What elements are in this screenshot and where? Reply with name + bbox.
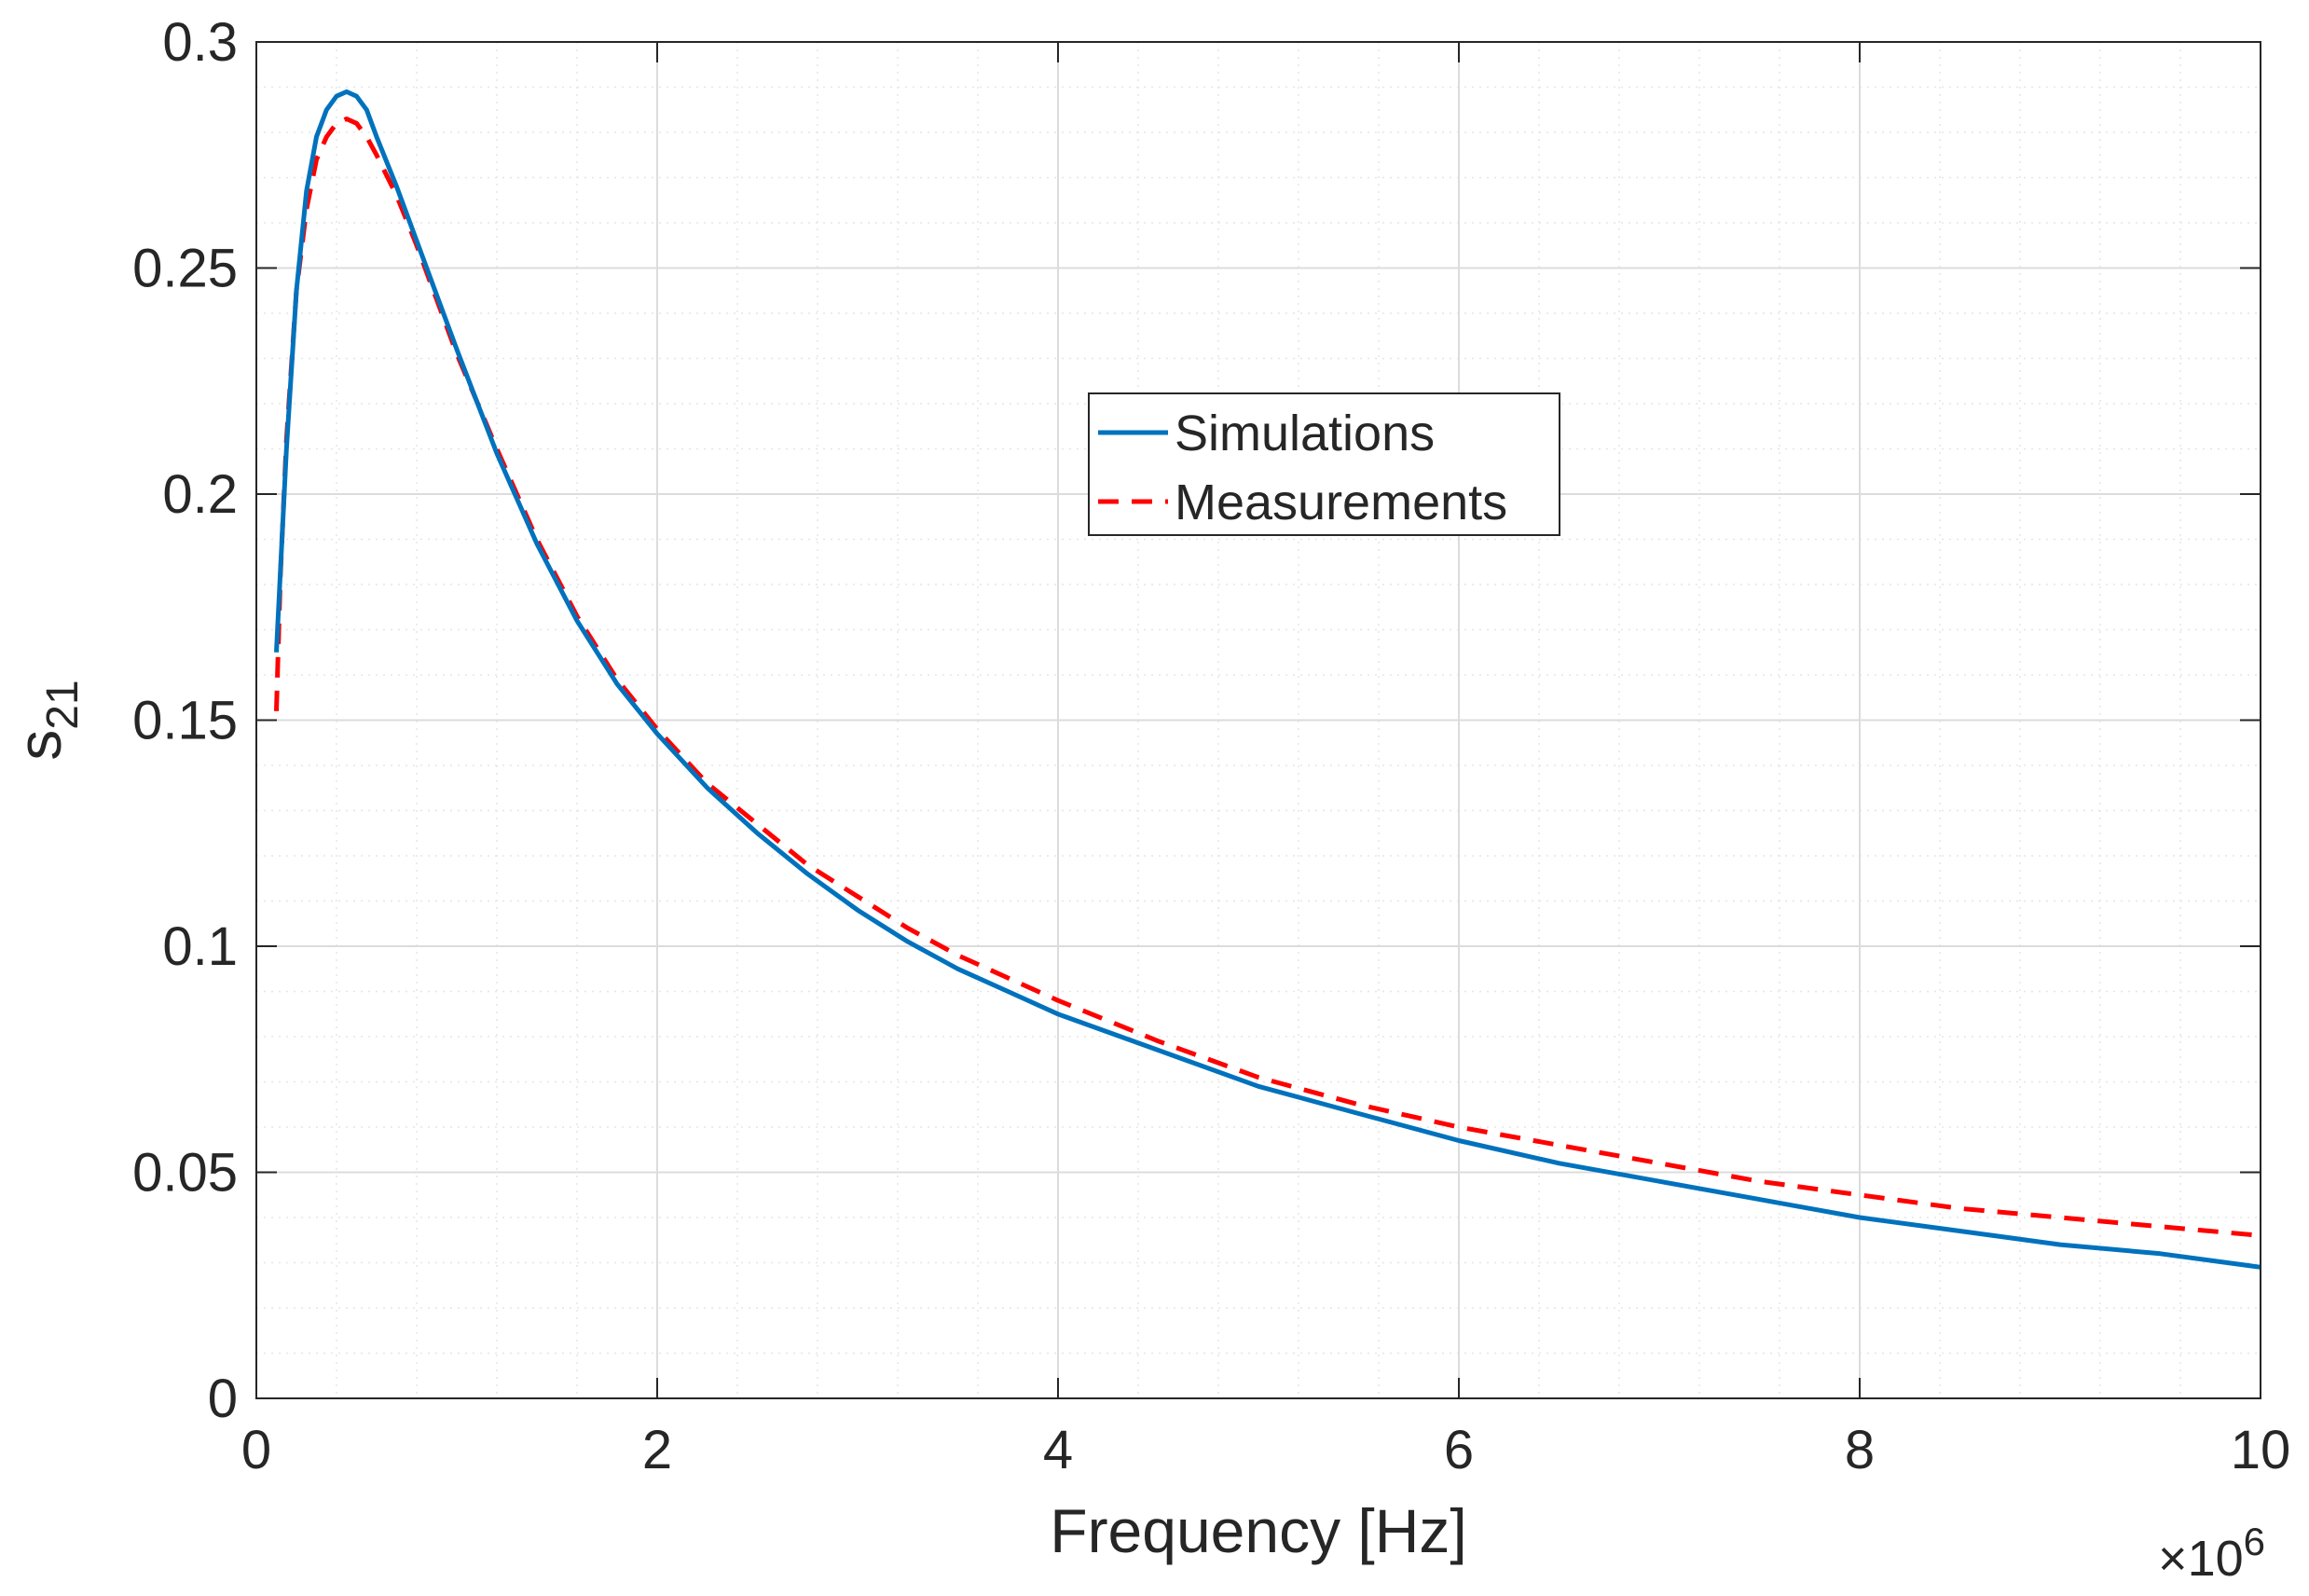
y-tick-label: 0.15 bbox=[132, 691, 238, 751]
legend-label-simulations: Simulations bbox=[1175, 406, 1435, 461]
series-layer bbox=[274, 89, 2261, 1270]
x-tick-label: 4 bbox=[1043, 1420, 1073, 1480]
x-exponent-power: 6 bbox=[2244, 1520, 2265, 1563]
legend-box bbox=[1088, 392, 1560, 536]
x-axis-label: Frequency [Hz] bbox=[1050, 1496, 1467, 1565]
x-tick-label: 2 bbox=[642, 1420, 672, 1480]
x-tick-label: 8 bbox=[1845, 1420, 1875, 1480]
y-tick-label: 0.2 bbox=[162, 464, 238, 525]
series-line-simulations bbox=[274, 89, 2261, 1270]
y-tick-label: 0.05 bbox=[132, 1143, 238, 1204]
y-tick-label: 0 bbox=[208, 1369, 238, 1429]
axis-ticks bbox=[255, 41, 2261, 1399]
legend-label-measurements: Measurements bbox=[1175, 475, 1507, 530]
y-tick-label: 0.25 bbox=[132, 239, 238, 299]
y-axis-label-subscript: 21 bbox=[38, 680, 88, 729]
y-tick-label: 0.1 bbox=[162, 916, 238, 977]
x-tick-labels: 0 2 4 6 8 10 bbox=[241, 1420, 2290, 1480]
x-exponent-prefix: ×10 bbox=[2158, 1531, 2244, 1587]
legend[interactable]: Simulations Measurements bbox=[1088, 392, 1560, 536]
x-tick-label: 10 bbox=[2231, 1420, 2291, 1480]
y-axis-label-base: s bbox=[5, 730, 74, 761]
y-axis-label: s21 bbox=[5, 680, 88, 760]
series-line-measurements bbox=[274, 117, 2261, 1238]
y-tick-label: 0.3 bbox=[162, 12, 238, 73]
y-tick-labels: 0 0.05 0.1 0.15 0.2 0.25 0.3 bbox=[132, 12, 238, 1429]
x-tick-label: 0 bbox=[241, 1420, 271, 1480]
x-tick-label: 6 bbox=[1444, 1420, 1474, 1480]
x-axis-exponent: ×106 bbox=[2158, 1520, 2265, 1587]
